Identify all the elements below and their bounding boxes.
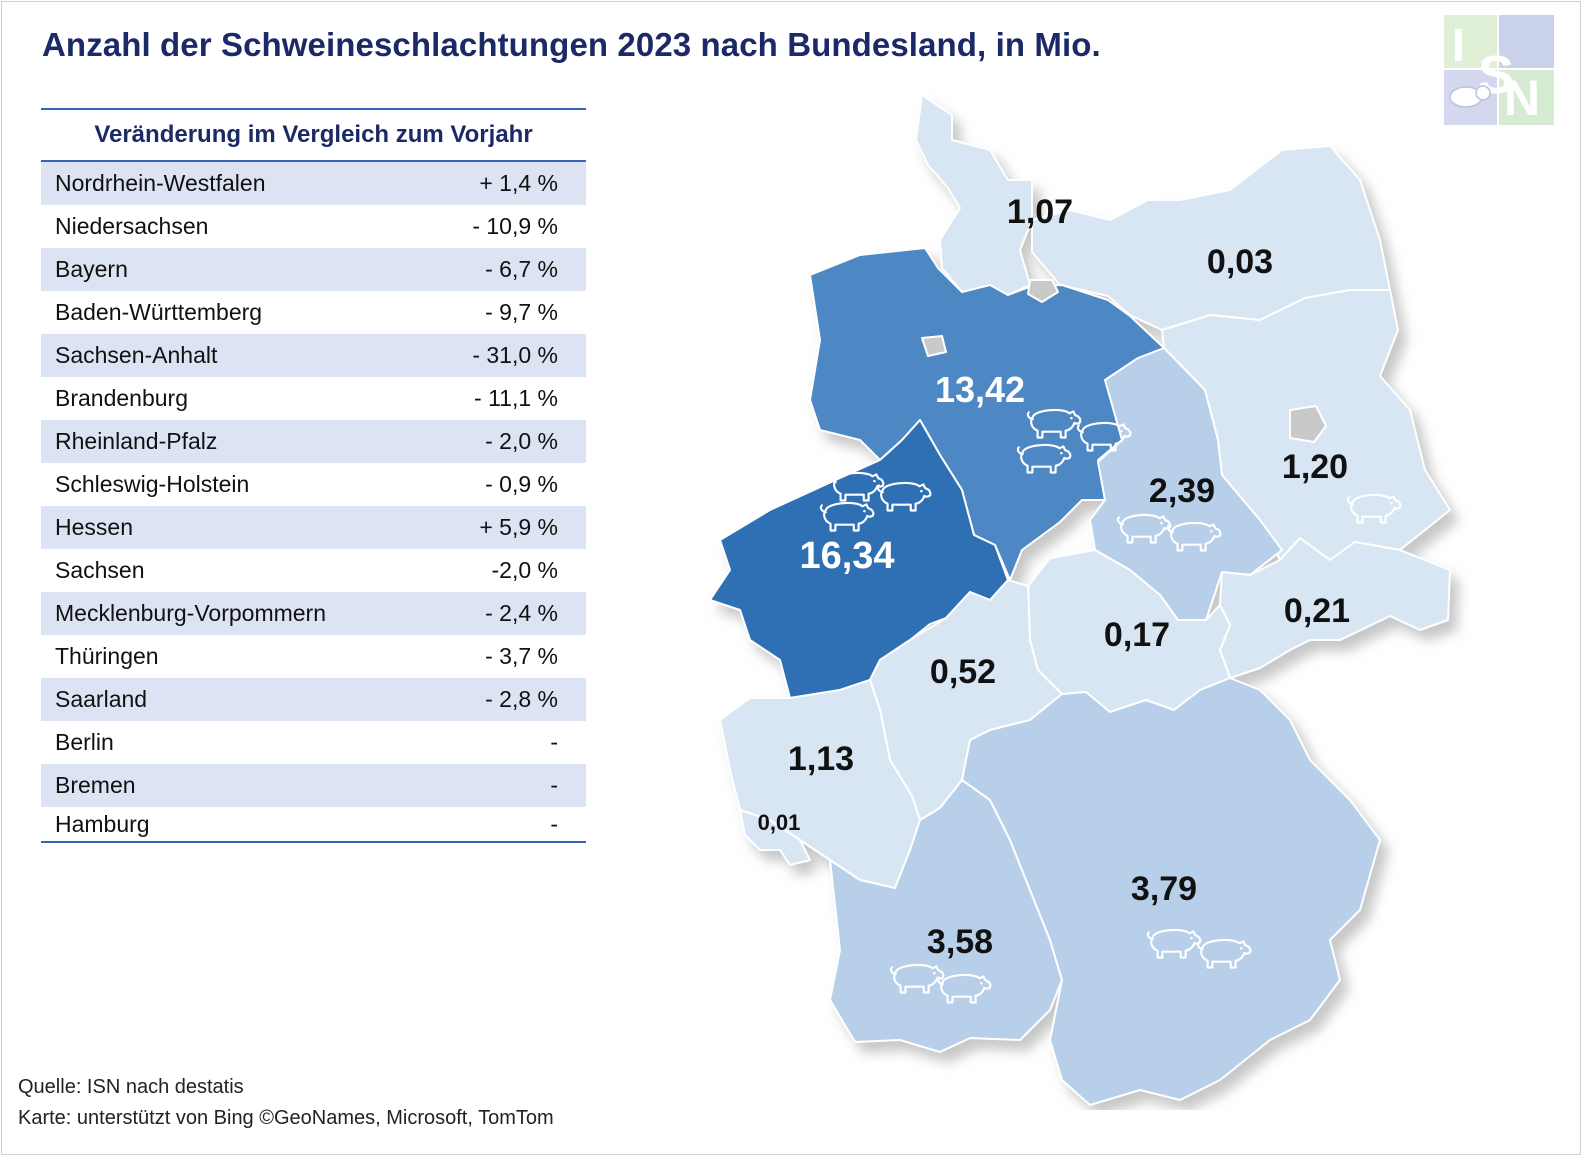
value-label-niedersachsen: 13,42: [935, 369, 1025, 410]
value-label-bayern: 3,79: [1131, 870, 1197, 908]
source-note: Quelle: ISN nach destatis Karte: unterst…: [18, 1072, 554, 1134]
table-row: Thüringen - 3,7 %: [41, 635, 586, 678]
state-berlin: [1289, 405, 1327, 443]
svg-text:I: I: [1452, 19, 1465, 71]
state-name: Baden-Württemberg: [55, 299, 263, 325]
svg-text:N: N: [1504, 70, 1540, 125]
value-label-saarland: 0,01: [758, 810, 801, 835]
state-name: Mecklenburg-Vorpommern: [55, 600, 327, 626]
change-value: - 6,7 %: [485, 256, 558, 282]
table-row: Schleswig-Holstein - 0,9 %: [41, 463, 586, 506]
table-row: Hessen + 5,9 %: [41, 506, 586, 549]
table-row: Sachsen -2,0 %: [41, 549, 586, 592]
germany-map: 1,07 0,03 13,42 1,20 2,39 16,34 0,21 0,17 0,52 1,…: [709, 94, 1451, 1106]
table-row: Mecklenburg-Vorpommern - 2,4 %: [41, 592, 586, 635]
state-name: Brandenburg: [55, 385, 188, 411]
table-row: Rheinland-Pfalz - 2,0 %: [41, 420, 586, 463]
change-value: - 31,0 %: [472, 342, 558, 368]
change-value: + 1,4 %: [479, 170, 558, 196]
table-row: Brandenburg - 11,1 %: [41, 377, 586, 420]
map-credit-line: Karte: unterstützt von Bing ©GeoNames, M…: [18, 1107, 554, 1129]
table-row: Bremen -: [41, 764, 586, 807]
change-value: - 9,7 %: [485, 299, 558, 325]
state-sachsen-anhalt: [1089, 347, 1283, 621]
table-row: Saarland - 2,8 %: [41, 678, 586, 721]
change-value: - 2,8 %: [485, 686, 558, 712]
table-row: Hamburg -: [41, 807, 586, 843]
state-name: Niedersachsen: [55, 213, 209, 239]
state-bayern: [961, 677, 1381, 1106]
state-name: Nordrhein-Westfalen: [55, 170, 266, 196]
value-label-hessen: 0,52: [930, 653, 996, 691]
isn-logo: I N S: [1444, 15, 1554, 125]
state-saarland: [739, 809, 811, 866]
table-row: Sachsen-Anhalt - 31,0 %: [41, 334, 586, 377]
state-name: Thüringen: [55, 643, 159, 669]
state-name: Bayern: [55, 256, 128, 282]
table-row: Bayern - 6,7 %: [41, 248, 586, 291]
change-value: + 5,9 %: [479, 514, 558, 540]
table-row: Nordrhein-Westfalen + 1,4 %: [41, 162, 586, 205]
page-title: Anzahl der Schweineschlachtungen 2023 na…: [42, 26, 1101, 63]
table-header: Veränderung im Vergleich zum Vorjahr: [41, 108, 586, 162]
table-row: Niedersachsen - 10,9 %: [41, 205, 586, 248]
state-name: Schleswig-Holstein: [55, 471, 250, 497]
state-name: Sachsen: [55, 557, 145, 583]
value-label-mecklenburg-vorpommern: 0,03: [1207, 243, 1273, 281]
state-name: Bremen: [55, 772, 136, 798]
state-nordrhein-westfalen: [709, 419, 1009, 699]
change-value: - 11,1 %: [474, 385, 558, 411]
change-value: - 0,9 %: [485, 471, 558, 497]
state-name: Sachsen-Anhalt: [55, 342, 218, 368]
state-bremen: [921, 335, 947, 357]
change-value: - 3,7 %: [485, 643, 558, 669]
state-name: Hessen: [55, 514, 133, 540]
change-value: - 2,4 %: [485, 600, 558, 626]
change-value: -: [550, 810, 558, 837]
value-label-sachsen: 0,21: [1284, 592, 1350, 630]
value-label-schleswig-holstein: 1,07: [1007, 193, 1073, 231]
source-line: Quelle: ISN nach destatis: [18, 1076, 244, 1098]
change-table: Veränderung im Vergleich zum Vorjahr Nor…: [41, 108, 586, 843]
change-value: - 2,0 %: [485, 428, 558, 454]
value-label-sachsen-anhalt: 2,39: [1149, 472, 1215, 510]
value-label-thueringen: 0,17: [1104, 616, 1170, 654]
state-name: Hamburg: [55, 810, 150, 837]
state-name: Rheinland-Pfalz: [55, 428, 218, 454]
value-label-nordrhein-westfalen: 16,34: [799, 535, 894, 577]
table-row: Berlin -: [41, 721, 586, 764]
value-label-baden-wuerttemberg: 3,58: [927, 923, 993, 961]
state-hamburg: [1027, 279, 1059, 303]
change-value: -: [550, 729, 558, 755]
value-label-brandenburg: 1,20: [1282, 448, 1348, 486]
state-name: Berlin: [55, 729, 114, 755]
change-value: -2,0 %: [491, 557, 558, 583]
pig-icon: [1449, 85, 1491, 108]
state-name: Saarland: [55, 686, 148, 712]
change-value: - 10,9 %: [472, 213, 558, 239]
change-value: -: [550, 772, 558, 798]
table-row: Baden-Württemberg - 9,7 %: [41, 291, 586, 334]
value-label-rheinland-pfalz: 1,13: [788, 740, 854, 778]
